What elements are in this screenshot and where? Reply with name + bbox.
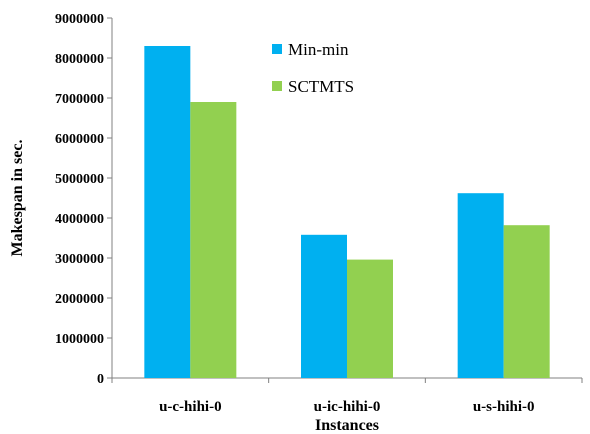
x-axis-title: Instances: [315, 417, 379, 434]
y-tick-label: 6000000: [55, 132, 104, 147]
category-labels: u-c-hihi-0 u-ic-hihi-0 u-s-hihi-0: [159, 399, 534, 415]
bar-min-min-u-c-hihi-0: [144, 46, 191, 378]
y-axis: 0 1000000 2000000 3000000 4000000 5000000 6000…: [55, 12, 113, 387]
y-tick-label: 5000000: [55, 172, 104, 187]
legend: Min-min SCTMTS: [272, 40, 354, 96]
y-tick-label: 2000000: [55, 292, 104, 307]
y-tick-label: 3000000: [55, 252, 104, 267]
bar-sctmts-u-c-hihi-0: [190, 102, 237, 378]
bar-min-min-u-ic-hihi-0: [301, 234, 347, 378]
y-tick-label: 9000000: [55, 12, 104, 27]
x-axis: [111, 377, 583, 383]
y-tick-label: 0: [97, 372, 104, 387]
y-tick-label: 4000000: [55, 212, 104, 227]
legend-swatch: [272, 44, 282, 54]
legend-swatch: [272, 81, 282, 91]
bar-min-min-u-s-hihi-0: [457, 193, 504, 378]
y-tick-label: 1000000: [55, 332, 104, 347]
legend-label: Min-min: [288, 40, 349, 59]
y-axis-title: Makespan in sec.: [9, 140, 26, 257]
category-label: u-c-hihi-0: [159, 399, 222, 415]
y-tick-label: 8000000: [55, 52, 104, 67]
bar-sctmts-u-s-hihi-0: [503, 225, 550, 378]
category-label: u-ic-hihi-0: [314, 399, 381, 415]
bar-sctmts-u-ic-hihi-0: [347, 259, 393, 378]
y-tick-label: 7000000: [55, 92, 104, 107]
bars-group: [144, 46, 550, 378]
category-label: u-s-hihi-0: [473, 399, 535, 415]
legend-label: SCTMTS: [288, 77, 354, 96]
